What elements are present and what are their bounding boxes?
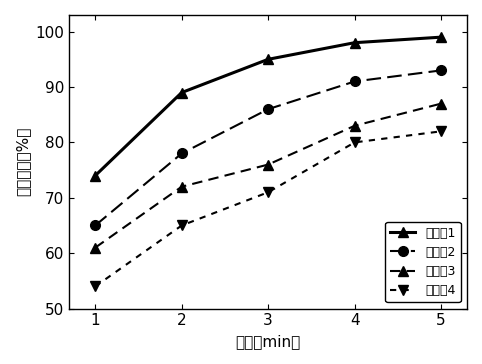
Line: 实施兣4: 实施兣4 [90,126,446,291]
实施兣2 [352,79,358,84]
实施兣4 [438,129,444,134]
实施兣1 [179,90,185,95]
实施兣3 [179,185,185,189]
实施兣3 [93,245,98,250]
Y-axis label: 降解效率（%）: 降解效率（%） [15,127,30,197]
实施兣2 [179,151,185,156]
Line: 实施兣2: 实施兣2 [90,66,446,230]
X-axis label: 时间（min）: 时间（min） [236,334,301,349]
Line: 实施兣3: 实施兣3 [90,99,446,253]
实施兣4 [179,223,185,228]
实施兣3 [438,102,444,106]
实施兣1 [352,40,358,45]
Line: 实施兣1: 实施兣1 [90,32,446,181]
实施兣3 [265,162,271,167]
实施兣4 [352,140,358,145]
实施兣2 [438,68,444,72]
实施兣2 [93,223,98,228]
实施兣4 [265,190,271,194]
实施兣1 [93,174,98,178]
实施兣1 [265,57,271,62]
实施兣3 [352,124,358,128]
实施兣2 [265,107,271,111]
Legend: 实施兣1, 实施兣2, 实施兣3, 实施兣4: 实施兣1, 实施兣2, 实施兣3, 实施兣4 [386,222,461,302]
实施兣4 [93,284,98,289]
实施兣1 [438,35,444,39]
